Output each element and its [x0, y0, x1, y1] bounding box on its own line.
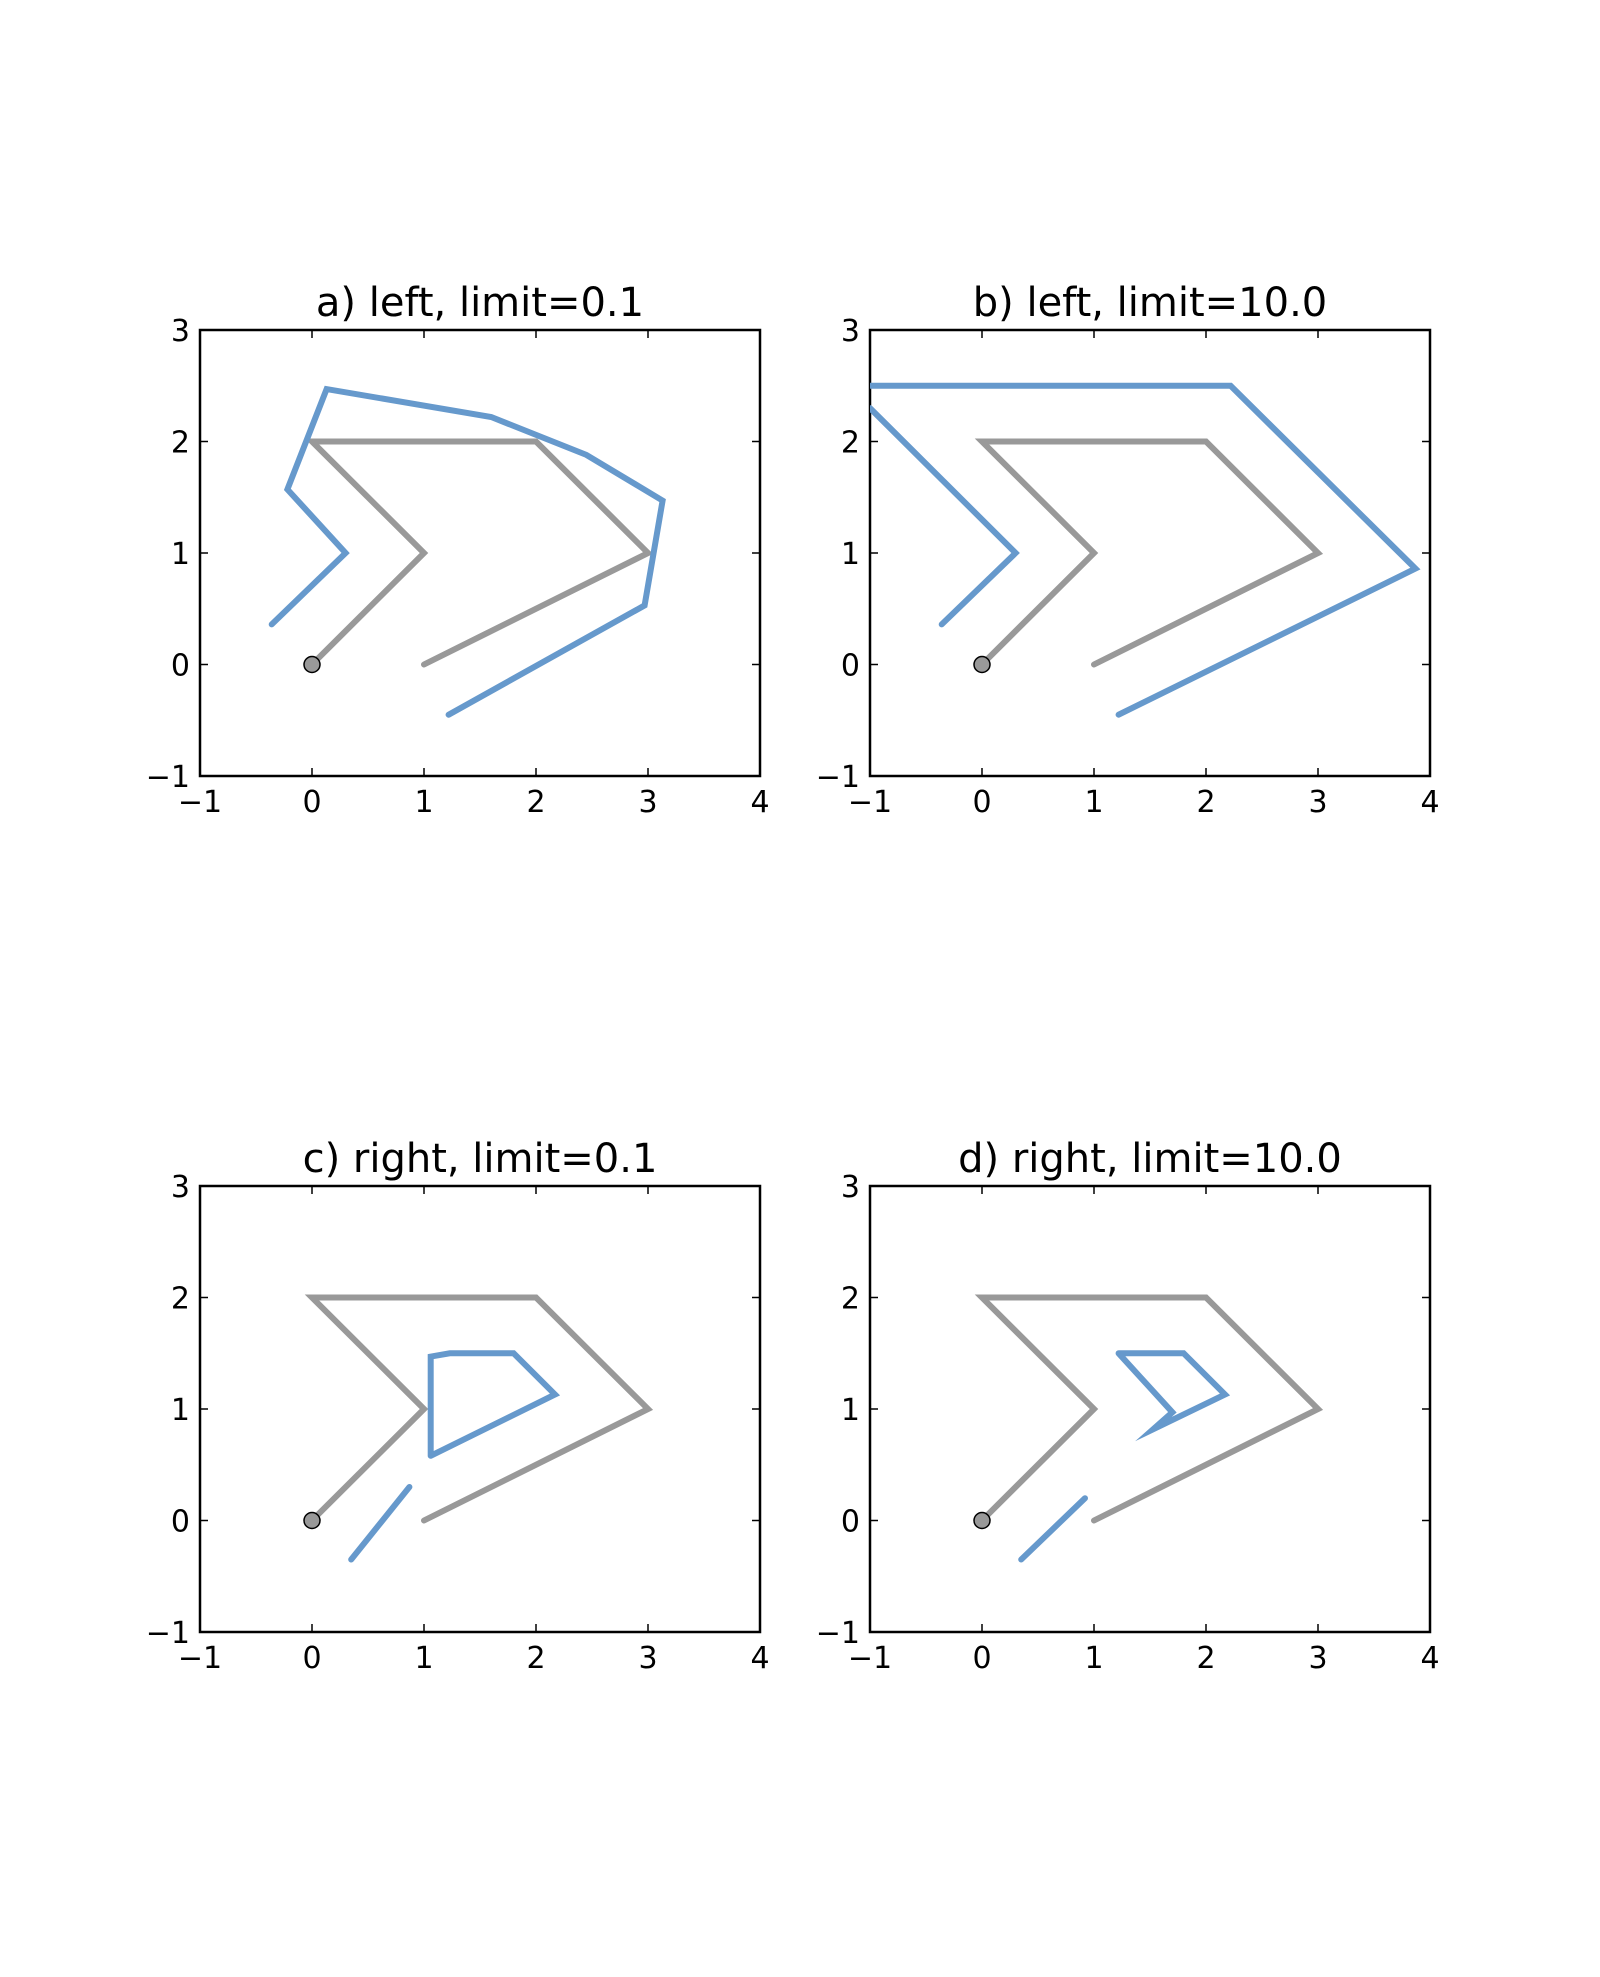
y-tick-label: 1: [841, 1393, 860, 1428]
origin-marker: [303, 655, 321, 674]
x-tick-label: −1: [178, 1641, 222, 1676]
y-tick-label: 1: [841, 537, 860, 572]
x-tick-label: 0: [302, 1641, 321, 1676]
offset-path-line-2: [1115, 1350, 1231, 1442]
offset-path-line-2: [870, 405, 1020, 628]
x-tick-label: 2: [1196, 1641, 1215, 1676]
x-tick-label: −1: [848, 1641, 892, 1676]
x-tick-label: 0: [972, 1641, 991, 1676]
x-tick-label: 1: [414, 1641, 433, 1676]
y-tick-label: −1: [146, 760, 190, 795]
subplot-title: c) right, limit=0.1: [303, 1136, 658, 1182]
y-tick-label: 2: [171, 426, 190, 461]
y-tick-label: −1: [816, 760, 860, 795]
y-tick-label: 3: [171, 1170, 190, 1205]
x-tick-label: 2: [526, 1641, 545, 1676]
subplot-d: −1 0 1 2 3 4 −1 0 1 2 3 d) right, limit=10.0: [816, 1136, 1440, 1676]
x-tick-label: 0: [972, 785, 991, 820]
subplot-title: b) left, limit=10.0: [973, 280, 1328, 326]
x-tick-label: 4: [1420, 1641, 1439, 1676]
subplot-title: a) left, limit=0.1: [316, 280, 644, 326]
x-tick-label: −1: [178, 785, 222, 820]
reference-path-line: [974, 438, 1324, 668]
y-tick-label: 1: [171, 537, 190, 572]
origin-marker: [973, 655, 991, 674]
subplot-a: −1 0 1 2 3 4 −1 0 1 2 3 a) left, limit=0.1: [146, 280, 770, 820]
subplot-c: −1 0 1 2 3 4 −1 0 1 2 3 c) right, limit=0.1: [146, 1136, 770, 1676]
x-tick-label: 4: [750, 785, 769, 820]
x-tick-label: 3: [1308, 785, 1327, 820]
y-tick-label: 0: [841, 1505, 860, 1540]
y-tick-label: 3: [171, 314, 190, 349]
y-tick-label: 0: [171, 1505, 190, 1540]
y-tick-label: −1: [146, 1616, 190, 1651]
x-tick-label: −1: [848, 785, 892, 820]
x-tick-label: 3: [1308, 1641, 1327, 1676]
reference-path-line: [304, 1294, 654, 1524]
offset-path-line-2: [427, 1350, 561, 1459]
y-tick-label: 1: [171, 1393, 190, 1428]
x-tick-label: 2: [526, 785, 545, 820]
offset-path-line-1: [870, 382, 1421, 718]
origin-marker: [303, 1511, 321, 1530]
x-tick-label: 1: [1084, 785, 1103, 820]
reference-path-line: [304, 438, 654, 668]
x-tick-label: 3: [638, 1641, 657, 1676]
y-tick-label: −1: [816, 1616, 860, 1651]
offset-path-line-1: [268, 385, 666, 718]
x-tick-label: 2: [1196, 785, 1215, 820]
y-tick-label: 3: [841, 314, 860, 349]
y-tick-label: 0: [171, 649, 190, 684]
reference-path-line: [974, 1294, 1324, 1524]
axes-frame: [198, 328, 762, 778]
subplot-title: d) right, limit=10.0: [958, 1136, 1342, 1182]
subplot-b: −1 0 1 2 3 4 −1 0 1 2 3 b) left, limit=10.0: [816, 280, 1440, 820]
y-tick-label: 0: [841, 649, 860, 684]
offset-path-line-1: [348, 1484, 413, 1563]
y-tick-label: 2: [841, 426, 860, 461]
x-tick-label: 4: [750, 1641, 769, 1676]
y-tick-label: 3: [841, 1170, 860, 1205]
axes-frame: [868, 328, 1432, 778]
x-tick-label: 4: [1420, 785, 1439, 820]
offset-path-line-1: [1018, 1495, 1088, 1563]
y-tick-label: 2: [841, 1282, 860, 1317]
x-tick-label: 0: [302, 785, 321, 820]
x-tick-label: 1: [414, 785, 433, 820]
axes-frame: [868, 1184, 1432, 1634]
y-tick-label: 2: [171, 1282, 190, 1317]
x-tick-label: 3: [638, 785, 657, 820]
axes-frame: [198, 1184, 762, 1634]
origin-marker: [973, 1511, 991, 1530]
x-tick-label: 1: [1084, 1641, 1103, 1676]
